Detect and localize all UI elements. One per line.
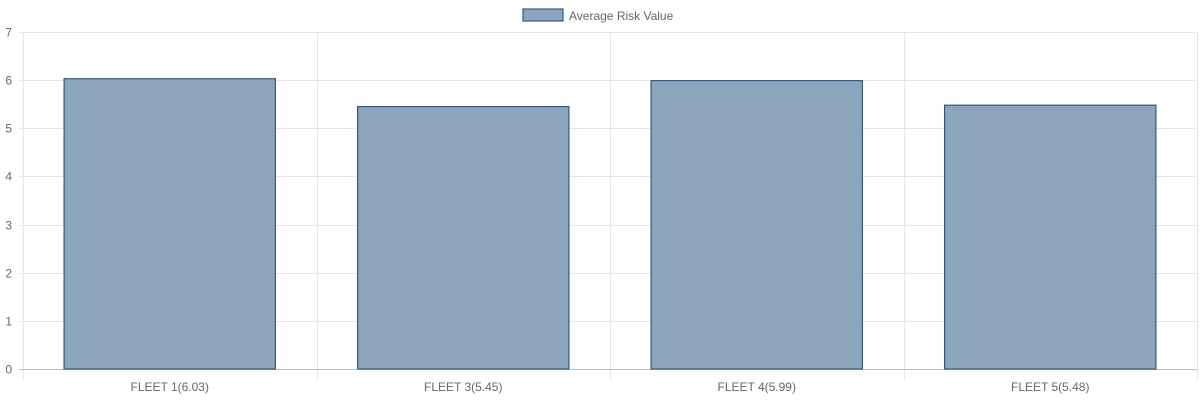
y-tick-label: 7 [5, 26, 12, 40]
legend-swatch[interactable] [522, 8, 564, 22]
x-tick-label: FLEET 1(6.03) [131, 380, 209, 394]
y-tick-labels: 0 1 2 3 4 5 6 7 [5, 26, 12, 377]
y-tick-label: 4 [5, 170, 12, 184]
x-tick-label: FLEET 5(5.48) [1011, 380, 1089, 394]
legend[interactable]: Average Risk Value [522, 8, 674, 23]
legend-label[interactable]: Average Risk Value [569, 9, 674, 23]
y-tick-label: 6 [5, 74, 12, 88]
y-tick-label: 5 [5, 122, 12, 136]
x-tick-label: FLEET 3(5.45) [424, 380, 502, 394]
y-tick-label: 0 [5, 363, 12, 377]
bar[interactable] [356, 106, 570, 370]
x-tick-label: FLEET 4(5.99) [718, 380, 796, 394]
bar[interactable] [943, 104, 1157, 370]
bar[interactable] [63, 78, 277, 370]
bar[interactable] [650, 80, 864, 370]
bars [63, 78, 1157, 370]
y-tick-label: 2 [5, 267, 12, 281]
y-tick-label: 1 [5, 315, 12, 329]
x-tick-labels: FLEET 1(6.03) FLEET 3(5.45) FLEET 4(5.99) F… [131, 380, 1090, 394]
y-tick-label: 3 [5, 219, 12, 233]
